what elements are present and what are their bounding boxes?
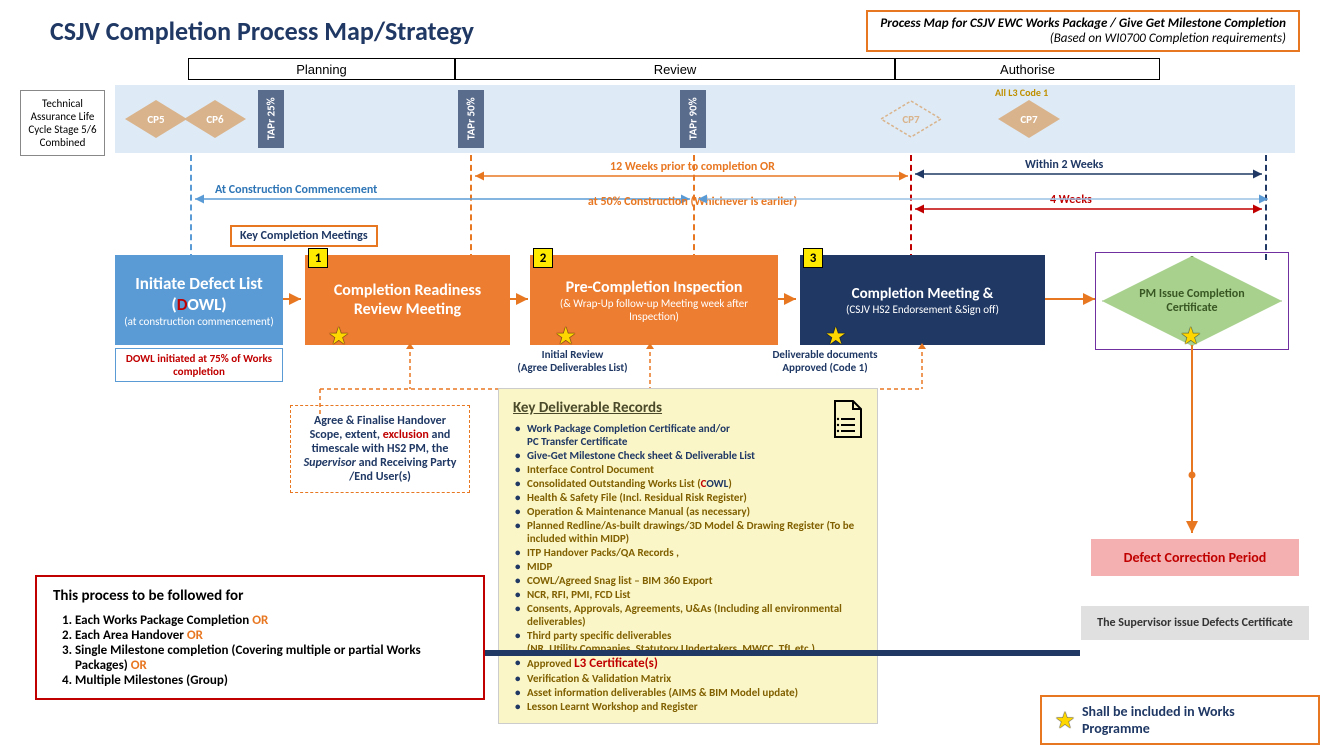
record-item: Approved L3 Certificate(s) [513, 655, 863, 671]
cp6-diamond: CP6 [184, 100, 246, 138]
arr-2-3 [510, 295, 532, 307]
record-item: Consents, Approvals, Agreements, U&As (I… [513, 601, 863, 628]
record-item: Work Package Completion Certificate and/… [513, 421, 863, 448]
lbl-deliv-docs: Deliverable documents Approved (Code 1) [745, 348, 905, 374]
badge-3: 3 [803, 248, 823, 268]
follow-item: Single Milestone completion (Covering mu… [75, 643, 467, 673]
record-item: Asset information deliverables (AIMS & B… [513, 685, 863, 699]
record-item: Consolidated Outstanding Works List (COW… [513, 476, 863, 490]
record-item: Health & Safety File (Incl. Residual Ris… [513, 490, 863, 504]
header-line1: Process Map for CSJV EWC Works Package /… [880, 16, 1286, 31]
cp5-diamond: CP5 [125, 100, 187, 138]
legend-box: ★ Shall be included in Works Programme [1040, 695, 1320, 745]
follow-item: Multiple Milestones (Group) [75, 673, 467, 688]
thick-line [485, 650, 1080, 656]
phase-authorise: Authorise [895, 58, 1160, 80]
badge-2: 2 [533, 248, 553, 268]
tal-label: Technical Assurance Life Cycle Stage 5/6… [20, 90, 105, 156]
box-initiate: Initiate Defect List (DOWL) (at construc… [115, 255, 283, 345]
arr-4-cert [1045, 295, 1099, 307]
record-item: NCR, RFI, PMI, FCD List [513, 587, 863, 601]
dash-cm-left [910, 155, 912, 260]
record-item: Interface Control Document [513, 462, 863, 476]
defect-box: Defect Correction Period [1090, 538, 1300, 577]
record-item: Lesson Learnt Workshop and Register [513, 699, 863, 713]
star-pci: ★ [555, 322, 577, 351]
tl-4w: 4 Weeks [1050, 193, 1092, 207]
follow-item: Each Area Handover OR [75, 628, 467, 643]
phase-review: Review [455, 58, 895, 80]
tapr-50: TAPr 50% [458, 90, 484, 148]
key-meetings-label: Key Completion Meetings [230, 225, 378, 247]
arrow-2w [910, 170, 1270, 184]
record-item: COWL/Agreed Snag list – BIM 360 Export [513, 573, 863, 587]
sub-initiate: DOWL initiated at 75% of Works completio… [115, 348, 283, 382]
tapr-90: TAPr 90% [680, 90, 706, 148]
records-box: Key Deliverable Records Work Package Com… [498, 388, 878, 724]
record-item: Planned Redline/As-built drawings/3D Mod… [513, 518, 863, 545]
record-item: Verification & Validation Matrix [513, 671, 863, 685]
header-line2: (Based on WI0700 Completion requirements… [880, 31, 1286, 46]
phase-planning: Planning [188, 58, 455, 80]
tl-50pct: at 50% Construction (Whichever is earlie… [480, 195, 905, 209]
tapr-25: TAPr 25% [258, 90, 284, 148]
tl-2w: Within 2 Weeks [1025, 158, 1103, 172]
record-item: Operation & Maintenance Manual (as neces… [513, 504, 863, 518]
star-icon: ★ [1056, 708, 1074, 733]
dash-initiate [190, 155, 192, 260]
lbl-initial-review: Initial Review (Agree Deliverables List) [500, 348, 645, 374]
records-title: Key Deliverable Records [513, 399, 863, 417]
tl-12w: 12 Weeks prior to completion OR [480, 160, 905, 174]
handover-note: Agree & Finalise Handover Scope, extent,… [290, 405, 470, 493]
record-item: MIDP [513, 559, 863, 573]
l3-code-label: All L3 Code 1 [995, 86, 1048, 99]
star-crm: ★ [328, 322, 350, 351]
follow-item: Each Works Package Completion OR [75, 613, 467, 628]
dash-crm [470, 155, 472, 260]
arr-3-4 [778, 295, 800, 307]
badge-1: 1 [308, 248, 328, 268]
follow-box: This process to be followed for Each Wor… [35, 575, 485, 700]
star-cert: ★ [1180, 322, 1202, 351]
star-cm: ★ [825, 322, 847, 351]
dash-cm-right [1265, 155, 1267, 260]
arr-cert-defect [1188, 345, 1200, 540]
record-item: ITP Handover Packs/QA Records , [513, 545, 863, 559]
header-context-box: Process Map for CSJV EWC Works Package /… [866, 10, 1300, 52]
arr-1-2 [283, 295, 305, 307]
arrow-4w [910, 205, 1270, 219]
cp7-diamond: CP7 [998, 100, 1060, 138]
page-title: CSJV Completion Process Map/Strategy [50, 15, 474, 47]
supervisor-box: The Supervisor issue Defects Certificate [1080, 605, 1310, 641]
record-item: Give-Get Milestone Check sheet & Deliver… [513, 448, 863, 462]
tl-construction: At Construction Commencement [215, 183, 377, 197]
